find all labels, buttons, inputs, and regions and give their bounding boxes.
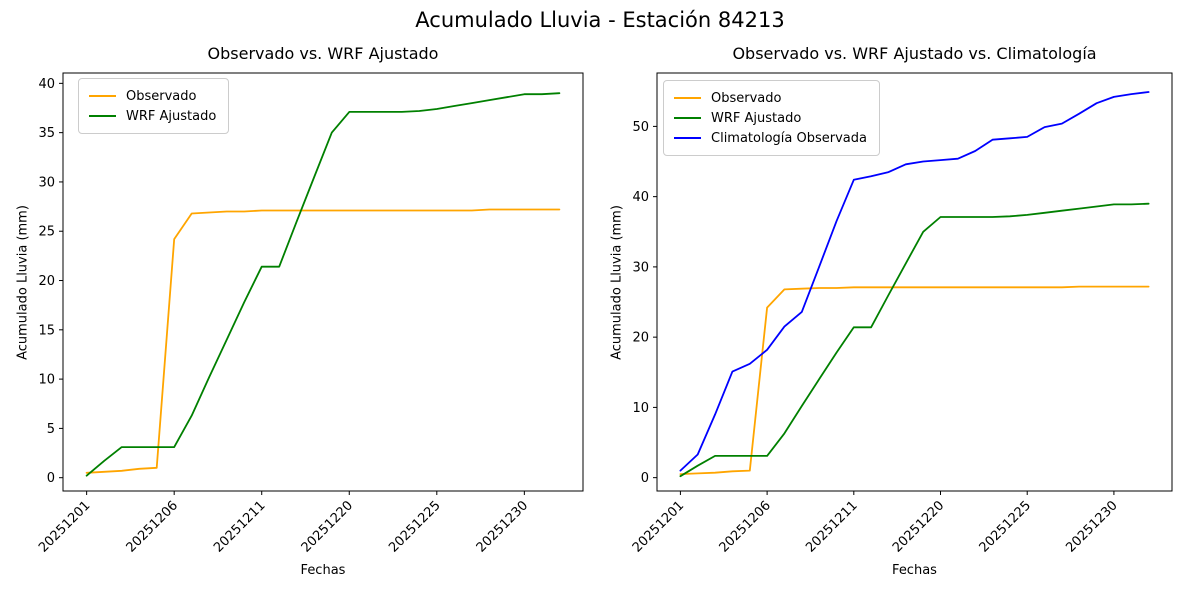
line-observado xyxy=(85,208,561,474)
legend-item-observado: Observado xyxy=(89,86,216,106)
x-tick-label: 20251220 xyxy=(299,498,356,555)
y-tick-label: 35 xyxy=(38,126,55,141)
y-tick-label: 40 xyxy=(632,190,649,205)
wrf-ajustado-line-swatch xyxy=(674,117,701,119)
climatologia-observada-line-swatch xyxy=(674,137,701,139)
x-tick-label: 20251225 xyxy=(386,498,443,555)
x-tick-label: 20251211 xyxy=(803,498,860,555)
legend-label: Observado xyxy=(126,88,197,104)
wrf-ajustado-line-swatch xyxy=(89,115,116,117)
y-tick-label: 0 xyxy=(641,471,649,486)
right-legend: Observado WRF Ajustado Climatología Obse… xyxy=(663,80,880,156)
y-tick-label: 30 xyxy=(38,175,55,190)
right-y-axis-label: Acumulado Lluvia (mm) xyxy=(609,205,625,360)
legend-label: Observado xyxy=(711,90,782,106)
line-observado xyxy=(679,285,1150,476)
axes-frame xyxy=(656,72,1173,492)
legend-label: WRF Ajustado xyxy=(126,108,217,124)
legend-item-wrf-ajustado: WRF Ajustado xyxy=(89,106,216,126)
y-tick-label: 0 xyxy=(47,471,55,486)
left-x-axis-label: Fechas xyxy=(300,563,346,578)
y-tick-label: 10 xyxy=(38,373,55,388)
x-tick-label: 20251206 xyxy=(717,498,774,555)
x-tick-label: 20251220 xyxy=(890,498,947,555)
x-tick-label: 20251230 xyxy=(474,498,531,555)
right-chart-title: Observado vs. WRF Ajustado vs. Climatolo… xyxy=(732,44,1097,63)
legend-item-observado: Observado xyxy=(674,88,867,108)
x-tick-label: 20251201 xyxy=(36,498,93,555)
left-chart-title: Observado vs. WRF Ajustado xyxy=(207,44,439,63)
observado-line-swatch xyxy=(674,97,701,99)
x-tick-label: 20251201 xyxy=(630,498,687,555)
left-legend: Observado WRF Ajustado xyxy=(78,78,230,134)
legend-item-wrf-ajustado: WRF Ajustado xyxy=(674,108,867,128)
line-climatologia-observada xyxy=(679,91,1150,472)
y-tick-label: 20 xyxy=(632,331,649,346)
y-tick-label: 5 xyxy=(47,422,55,437)
x-tick-label: 20251230 xyxy=(1063,498,1120,555)
left-y-axis-label: Acumulado Lluvia (mm) xyxy=(15,205,31,360)
x-tick-label: 20251206 xyxy=(124,498,181,555)
line-wrf-ajustado xyxy=(85,92,561,477)
y-tick-label: 15 xyxy=(38,323,55,338)
y-tick-label: 40 xyxy=(38,77,55,92)
axes-frame xyxy=(62,72,584,492)
legend-label: Climatología Observada xyxy=(711,130,867,146)
figure-title: Acumulado Lluvia - Estación 84213 xyxy=(415,8,785,32)
y-tick-label: 50 xyxy=(632,120,649,135)
right-x-axis-label: Fechas xyxy=(892,563,937,578)
x-tick-label: 20251225 xyxy=(977,498,1034,555)
x-tick-label: 20251211 xyxy=(211,498,268,555)
y-tick-label: 30 xyxy=(632,260,649,275)
y-tick-label: 20 xyxy=(38,274,55,289)
y-tick-label: 25 xyxy=(38,225,55,240)
legend-label: WRF Ajustado xyxy=(711,110,802,126)
observado-line-swatch xyxy=(89,95,116,97)
line-wrf-ajustado xyxy=(679,202,1150,478)
legend-item-climatologia-observada: Climatología Observada xyxy=(674,128,867,148)
y-tick-label: 10 xyxy=(632,401,649,416)
